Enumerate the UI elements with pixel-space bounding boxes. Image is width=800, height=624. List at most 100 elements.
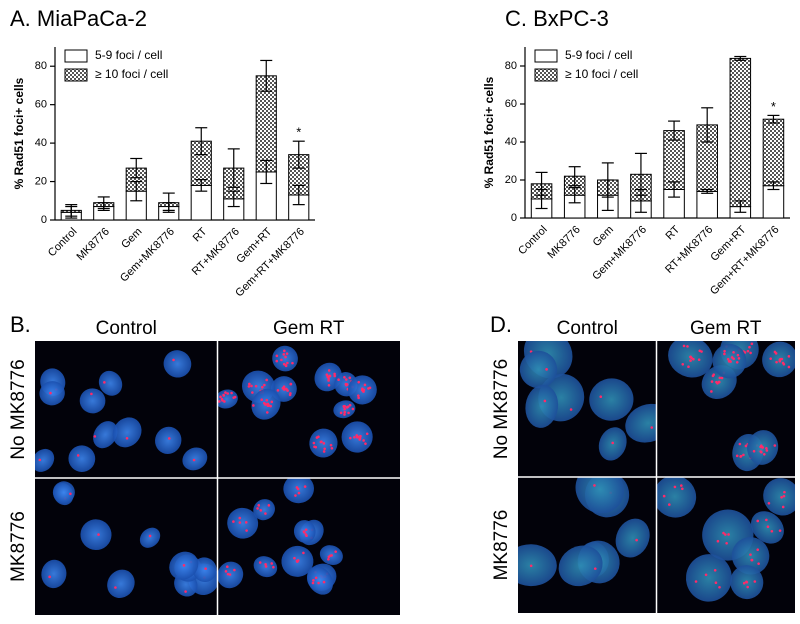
focus [288, 393, 292, 397]
focus [744, 444, 748, 448]
cells [217, 345, 377, 458]
focus [687, 365, 690, 369]
focus [305, 534, 308, 538]
focus [749, 553, 752, 556]
focus [245, 529, 248, 532]
focus [265, 411, 269, 414]
focus [317, 581, 320, 585]
focus [359, 434, 362, 438]
focus [773, 350, 777, 354]
focus [746, 349, 750, 353]
focus [748, 345, 751, 349]
focus [757, 562, 760, 565]
nucleus [625, 403, 657, 443]
legend-label: 5-9 foci / cell [565, 48, 632, 62]
focus [69, 492, 72, 496]
focus [330, 554, 333, 557]
focus [289, 382, 293, 386]
focus [313, 445, 316, 449]
error-bar [668, 181, 681, 198]
focus [343, 410, 347, 414]
column-label: Control [557, 318, 618, 339]
legend-swatch [64, 68, 88, 82]
focus [593, 567, 597, 570]
focus [750, 342, 754, 346]
focus [750, 558, 753, 562]
focus [714, 581, 718, 584]
focus [272, 565, 275, 569]
legend-label: ≥ 10 foci / cell [95, 67, 168, 81]
cells [519, 341, 657, 461]
focus [593, 484, 596, 487]
focus [302, 551, 305, 555]
legend-swatch [64, 49, 88, 63]
focus [317, 435, 320, 439]
focus [569, 408, 573, 411]
focus [125, 436, 129, 440]
error-bar [227, 148, 240, 188]
focus [270, 562, 274, 565]
micrograph [518, 477, 657, 613]
focus [365, 432, 369, 436]
focus [267, 504, 271, 507]
focus [184, 590, 187, 593]
focus [103, 381, 106, 384]
focus [264, 402, 268, 406]
focus [264, 562, 267, 566]
focus [49, 391, 52, 395]
error-bar [260, 59, 273, 92]
row-label: No MK8776 [8, 359, 29, 459]
focus [769, 357, 772, 360]
nucleus [107, 569, 135, 598]
x-tick-label: Gem [591, 224, 616, 249]
focus [765, 518, 768, 522]
nucleus [525, 384, 559, 428]
focus [97, 533, 100, 536]
focus [345, 383, 348, 387]
focus [756, 548, 760, 552]
nucleus [558, 545, 603, 587]
focus [285, 387, 288, 391]
nucleus [68, 445, 96, 472]
focus [263, 383, 266, 387]
error-bar [767, 114, 780, 124]
x-tick-label: Gem [119, 226, 144, 251]
focus [351, 407, 355, 411]
focus [749, 351, 752, 355]
focus [275, 354, 279, 358]
row-label: MK8776 [491, 510, 512, 581]
focus [228, 573, 232, 576]
nucleus [155, 426, 182, 454]
nucleus [685, 554, 732, 602]
focus [694, 580, 698, 583]
focus [327, 557, 330, 561]
focus [681, 363, 685, 366]
focus [329, 443, 333, 447]
focus [337, 378, 340, 381]
x-tick-label: RT [664, 223, 683, 242]
focus [735, 454, 739, 458]
error-bar [227, 190, 240, 208]
focus [296, 559, 300, 562]
focus [715, 380, 718, 384]
cells [668, 341, 795, 472]
focus [258, 561, 262, 564]
focus [367, 387, 370, 390]
focus [348, 376, 352, 380]
focus [742, 453, 745, 457]
focus [218, 400, 221, 403]
panel-label: B. [10, 312, 31, 337]
focus [344, 378, 348, 381]
bar-segment [729, 57, 752, 208]
focus [353, 435, 356, 439]
focus [275, 359, 279, 363]
focus [270, 400, 274, 404]
cells [656, 477, 795, 602]
focus [770, 529, 774, 533]
focus [763, 452, 766, 456]
focus [251, 391, 254, 394]
error-bar [701, 107, 714, 143]
focus [650, 426, 654, 429]
focus [738, 442, 742, 446]
focus [773, 444, 777, 447]
